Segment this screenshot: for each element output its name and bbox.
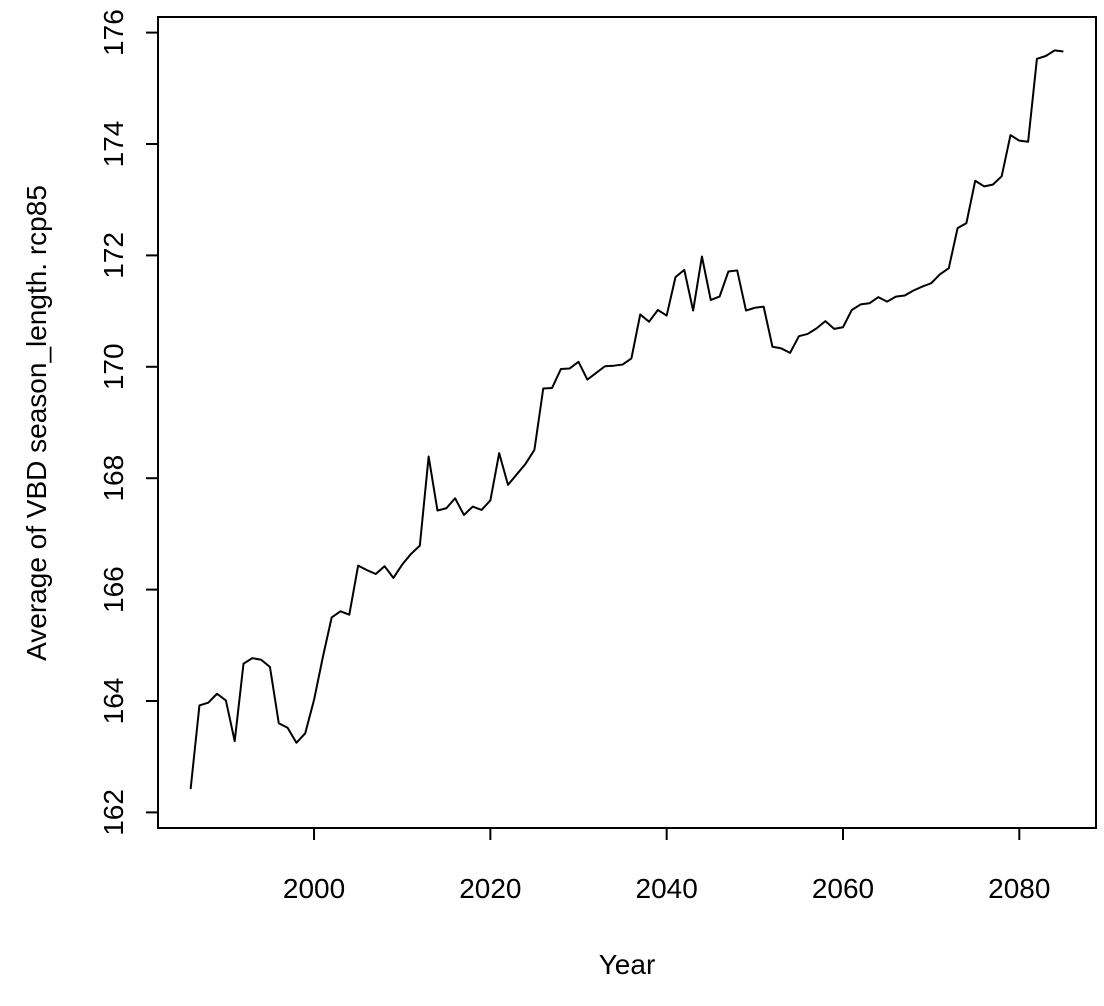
y-tick-label: 164 [98,678,129,725]
y-tick-label: 170 [98,343,129,390]
x-tick-label: 2060 [812,873,874,904]
y-tick-label: 176 [98,9,129,56]
x-axis: 2000 2020 2040 2060 2080 [283,827,1050,904]
series-line [189,49,1064,790]
x-axis-label: Year [599,949,656,980]
x-tick-label: 2080 [988,873,1050,904]
x-tick-label: 2020 [459,873,521,904]
y-axis-label: Average of VBD season_length. rcp85 [21,185,52,661]
y-tick-label: 168 [98,455,129,502]
y-tick-label: 166 [98,566,129,613]
x-tick-label: 2000 [283,873,345,904]
y-tick-label: 172 [98,232,129,279]
y-tick-label: 162 [98,789,129,836]
y-tick-label: 174 [98,121,129,168]
plot-frame [157,16,1097,829]
x-tick-label: 2040 [636,873,698,904]
y-axis: 162 164 166 168 170 172 174 176 [98,9,159,836]
